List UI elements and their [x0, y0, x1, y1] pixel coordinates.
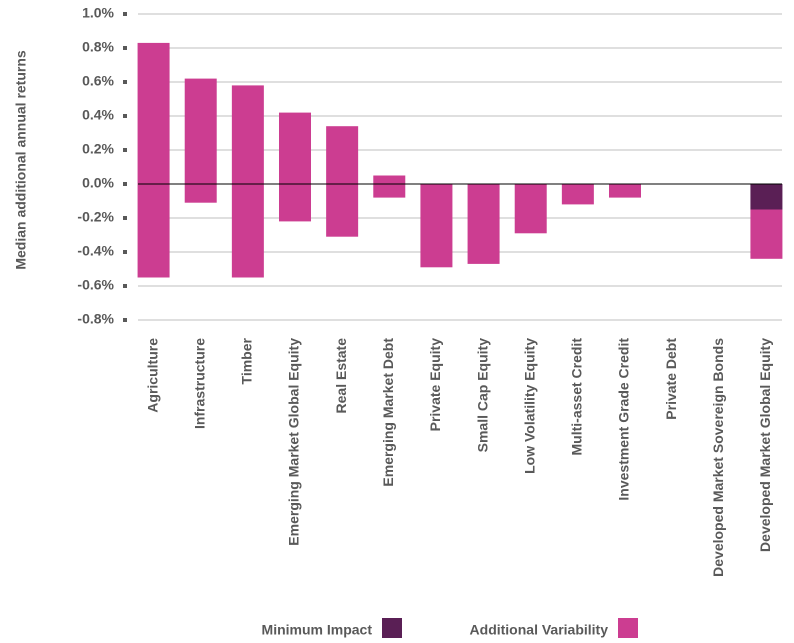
bar: [137, 42, 170, 278]
x-tick-label: Low Volatility Equity: [521, 338, 537, 474]
legend-label: Additional Variability: [470, 622, 609, 638]
bar: [231, 85, 264, 278]
bar: [420, 184, 453, 268]
bar: [609, 184, 641, 198]
legend-swatch: [382, 618, 402, 638]
y-tick-mark: [123, 80, 127, 84]
y-tick-label: -0.6%: [77, 277, 114, 293]
x-tick-label: Investment Grade Credit: [616, 338, 632, 501]
bar: [184, 78, 217, 203]
y-tick-mark: [123, 182, 127, 186]
y-tick-mark: [123, 318, 127, 322]
bar: [326, 126, 359, 237]
bar: [750, 209, 783, 259]
y-tick-label: -0.4%: [77, 243, 114, 259]
y-axis-label: Median additional annual returns: [13, 50, 29, 270]
x-tick-label: Private Equity: [427, 338, 443, 432]
x-tick-label: Emerging Market Debt: [380, 338, 396, 487]
y-tick-label: 0.0%: [82, 175, 114, 191]
y-tick-mark: [123, 216, 127, 220]
y-tick-label: 0.4%: [82, 107, 114, 123]
x-tick-label: Small Cap Equity: [474, 338, 490, 453]
x-tick-label: Timber: [239, 337, 255, 384]
legend-swatch: [618, 618, 638, 638]
x-tick-label: Developed Market Sovereign Bonds: [710, 338, 726, 577]
legend-label: Minimum Impact: [262, 622, 373, 638]
x-tick-label: Multi-asset Credit: [569, 338, 585, 456]
bar: [750, 184, 783, 210]
y-tick-label: -0.2%: [77, 209, 114, 225]
y-tick-mark: [123, 284, 127, 288]
y-tick-label: 0.2%: [82, 141, 114, 157]
bar: [279, 112, 311, 222]
x-tick-label: Real Estate: [333, 338, 349, 414]
y-tick-label: 0.8%: [82, 39, 114, 55]
x-tick-label: Agriculture: [144, 338, 160, 413]
x-tick-label: Infrastructure: [191, 338, 207, 429]
y-tick-mark: [123, 46, 127, 50]
y-tick-mark: [123, 114, 127, 118]
x-tick-label: Private Debt: [663, 338, 679, 420]
y-tick-label: 0.6%: [82, 73, 114, 89]
bar: [561, 184, 594, 205]
y-tick-mark: [123, 12, 127, 16]
bar: [373, 175, 406, 198]
y-tick-mark: [123, 148, 127, 152]
x-tick-label: Developed Market Global Equity: [757, 338, 773, 552]
x-tick-label: Emerging Market Global Equity: [286, 338, 302, 546]
bar: [467, 184, 500, 264]
y-tick-label: -0.8%: [77, 311, 114, 327]
bar: [514, 184, 547, 234]
y-tick-label: 1.0%: [82, 5, 114, 21]
y-tick-mark: [123, 250, 127, 254]
